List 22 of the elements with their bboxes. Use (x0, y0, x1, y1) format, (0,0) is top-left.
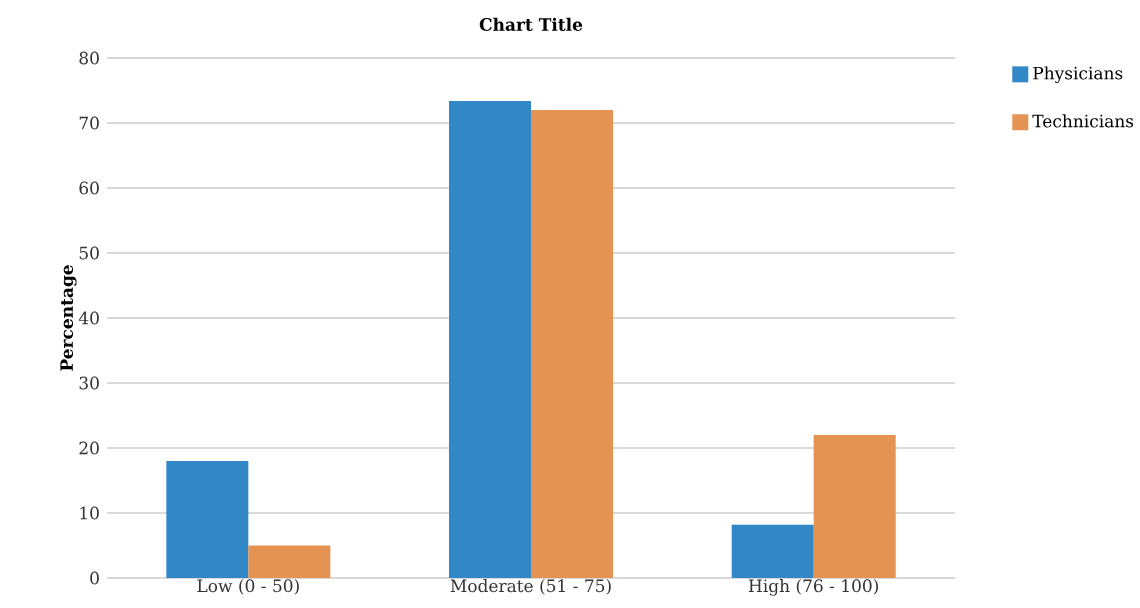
y-tick-label: 70 (79, 116, 99, 130)
legend-label: Technicians (1032, 114, 1134, 128)
legend-label: Physicians (1033, 66, 1123, 84)
y-axis-title: Percentage (60, 265, 77, 371)
y-tick-label: 30 (79, 376, 99, 390)
y-tick-label: 80 (79, 51, 99, 65)
y-tick-label: 50 (79, 246, 99, 260)
chart-title: Chart Title (479, 17, 583, 31)
x-tick-label: Moderate (51 - 75) (450, 579, 611, 595)
bar (449, 100, 532, 578)
y-tick-label: 40 (78, 311, 99, 325)
bar (248, 545, 331, 578)
y-tick-label: 10 (80, 506, 99, 520)
bar (166, 460, 249, 578)
bar (731, 524, 814, 578)
y-tick-label: 20 (79, 441, 99, 455)
x-tick-label: High (76 - 100) (748, 579, 878, 596)
x-tick-label: Low (0 - 50) (197, 579, 299, 595)
bar (531, 109, 614, 578)
y-tick-label: 60 (79, 181, 99, 195)
y-tick-label: 0 (90, 571, 99, 585)
bar (813, 434, 896, 578)
